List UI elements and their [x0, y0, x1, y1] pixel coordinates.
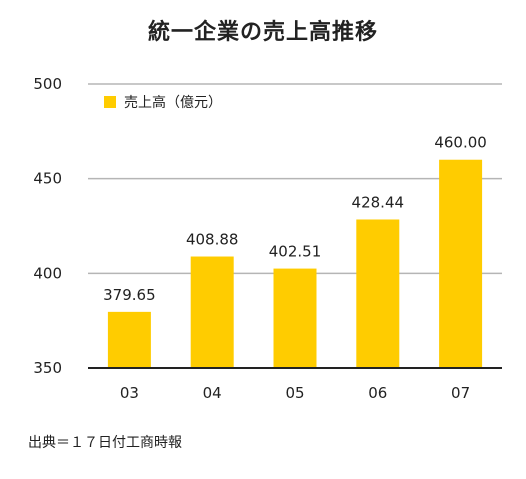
- value-labels: 379.65 408.88 402.51 428.44 460.00: [103, 134, 487, 304]
- x-tick-label: 06: [368, 384, 387, 402]
- data-label: 408.88: [186, 231, 239, 249]
- x-tick-label: 04: [203, 384, 222, 402]
- legend: 売上高（億元）: [104, 94, 222, 111]
- x-axis-ticks: 03 04 05 06 07: [120, 384, 470, 402]
- y-tick-label: 450: [33, 170, 62, 188]
- bar: [107, 311, 151, 368]
- bar: [273, 268, 317, 368]
- data-label: 460.00: [434, 134, 487, 152]
- bar: [356, 219, 400, 368]
- y-tick-label: 350: [33, 359, 62, 377]
- chart-title: 統一企業の売上高推移: [147, 20, 378, 45]
- y-axis-ticks: 350 400 450 500: [33, 75, 62, 377]
- bar: [190, 256, 234, 368]
- source-note: 出典＝１７日付工商時報: [28, 435, 182, 451]
- y-tick-label: 500: [33, 75, 62, 93]
- legend-swatch: [104, 96, 116, 108]
- data-label: 428.44: [352, 193, 405, 211]
- x-tick-label: 05: [285, 384, 304, 402]
- legend-label: 売上高（億元）: [124, 94, 222, 111]
- data-label: 402.51: [269, 243, 322, 261]
- y-tick-label: 400: [33, 264, 62, 282]
- x-tick-label: 07: [451, 384, 470, 402]
- bar: [439, 159, 483, 368]
- x-tick-label: 03: [120, 384, 139, 402]
- bars: [107, 159, 483, 368]
- data-label: 379.65: [103, 286, 156, 304]
